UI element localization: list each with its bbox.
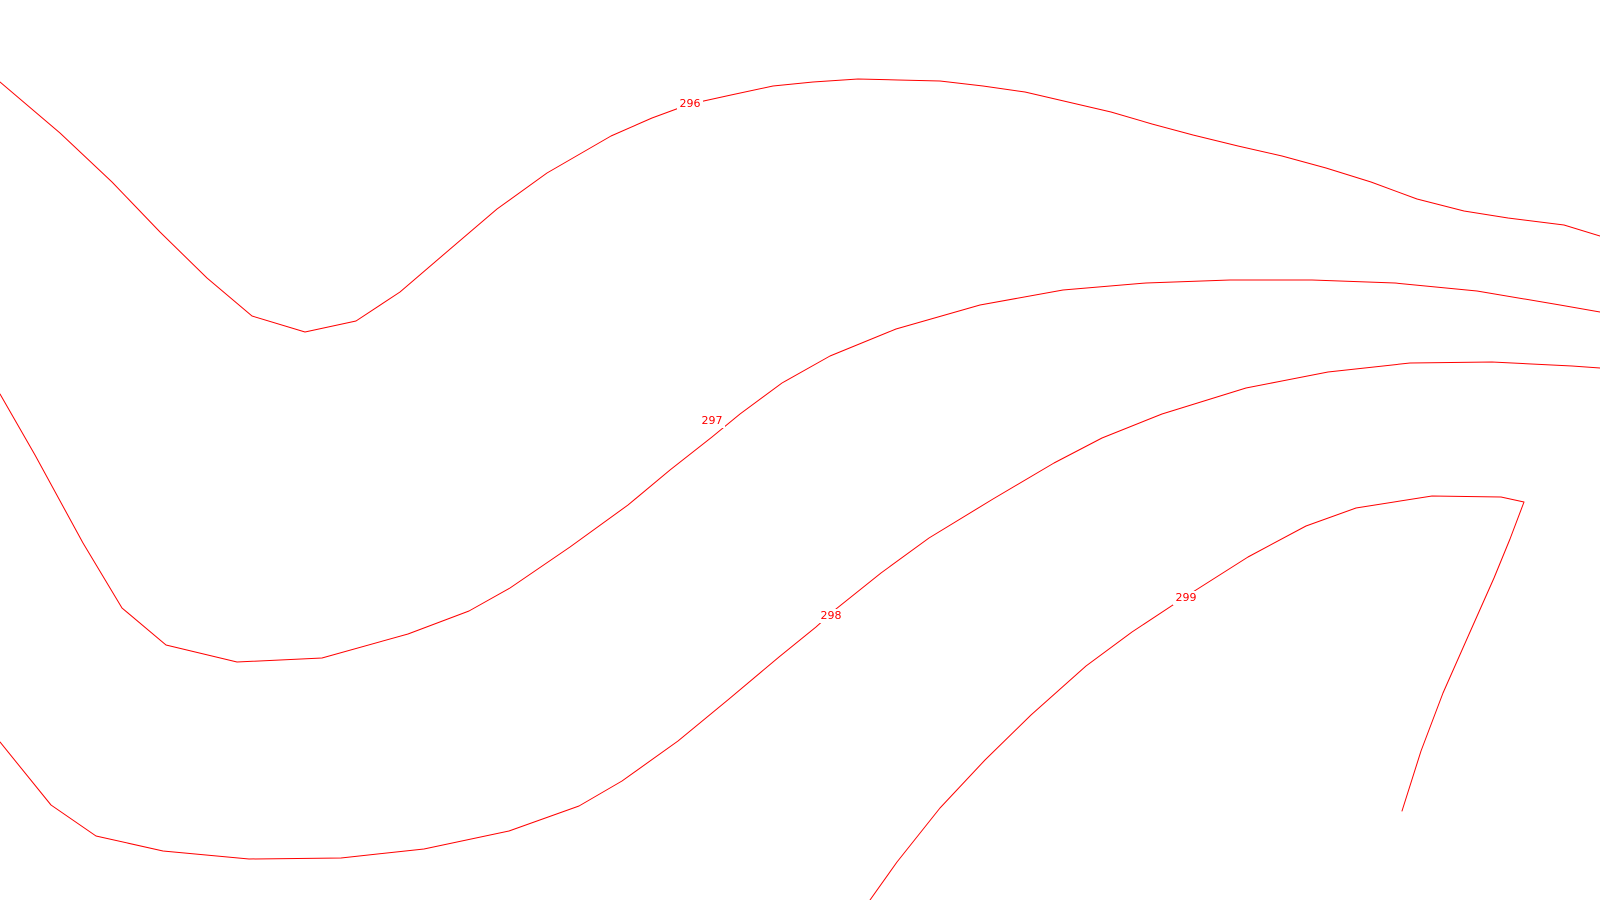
contour-line-298 (0, 361, 1600, 860)
contour-label-bg-298 (818, 609, 844, 623)
contour-line-296 (0, 78, 1600, 333)
contour-297: 297 (0, 279, 1600, 663)
contour-299: 299 (869, 495, 1525, 900)
contour-label-298: 298 (821, 609, 842, 622)
contour-line-299 (869, 495, 1525, 900)
contour-label-299: 299 (1176, 591, 1197, 604)
contour-298: 298 (0, 361, 1600, 860)
contour-label-bg-299 (1173, 591, 1199, 605)
contour-line-297 (0, 279, 1600, 663)
contour-label-bg-297 (699, 414, 725, 428)
contour-label-297: 297 (702, 414, 723, 427)
contour-label-296: 296 (680, 97, 701, 110)
contour-296: 296 (0, 78, 1600, 333)
contour-label-bg-296 (677, 97, 703, 111)
